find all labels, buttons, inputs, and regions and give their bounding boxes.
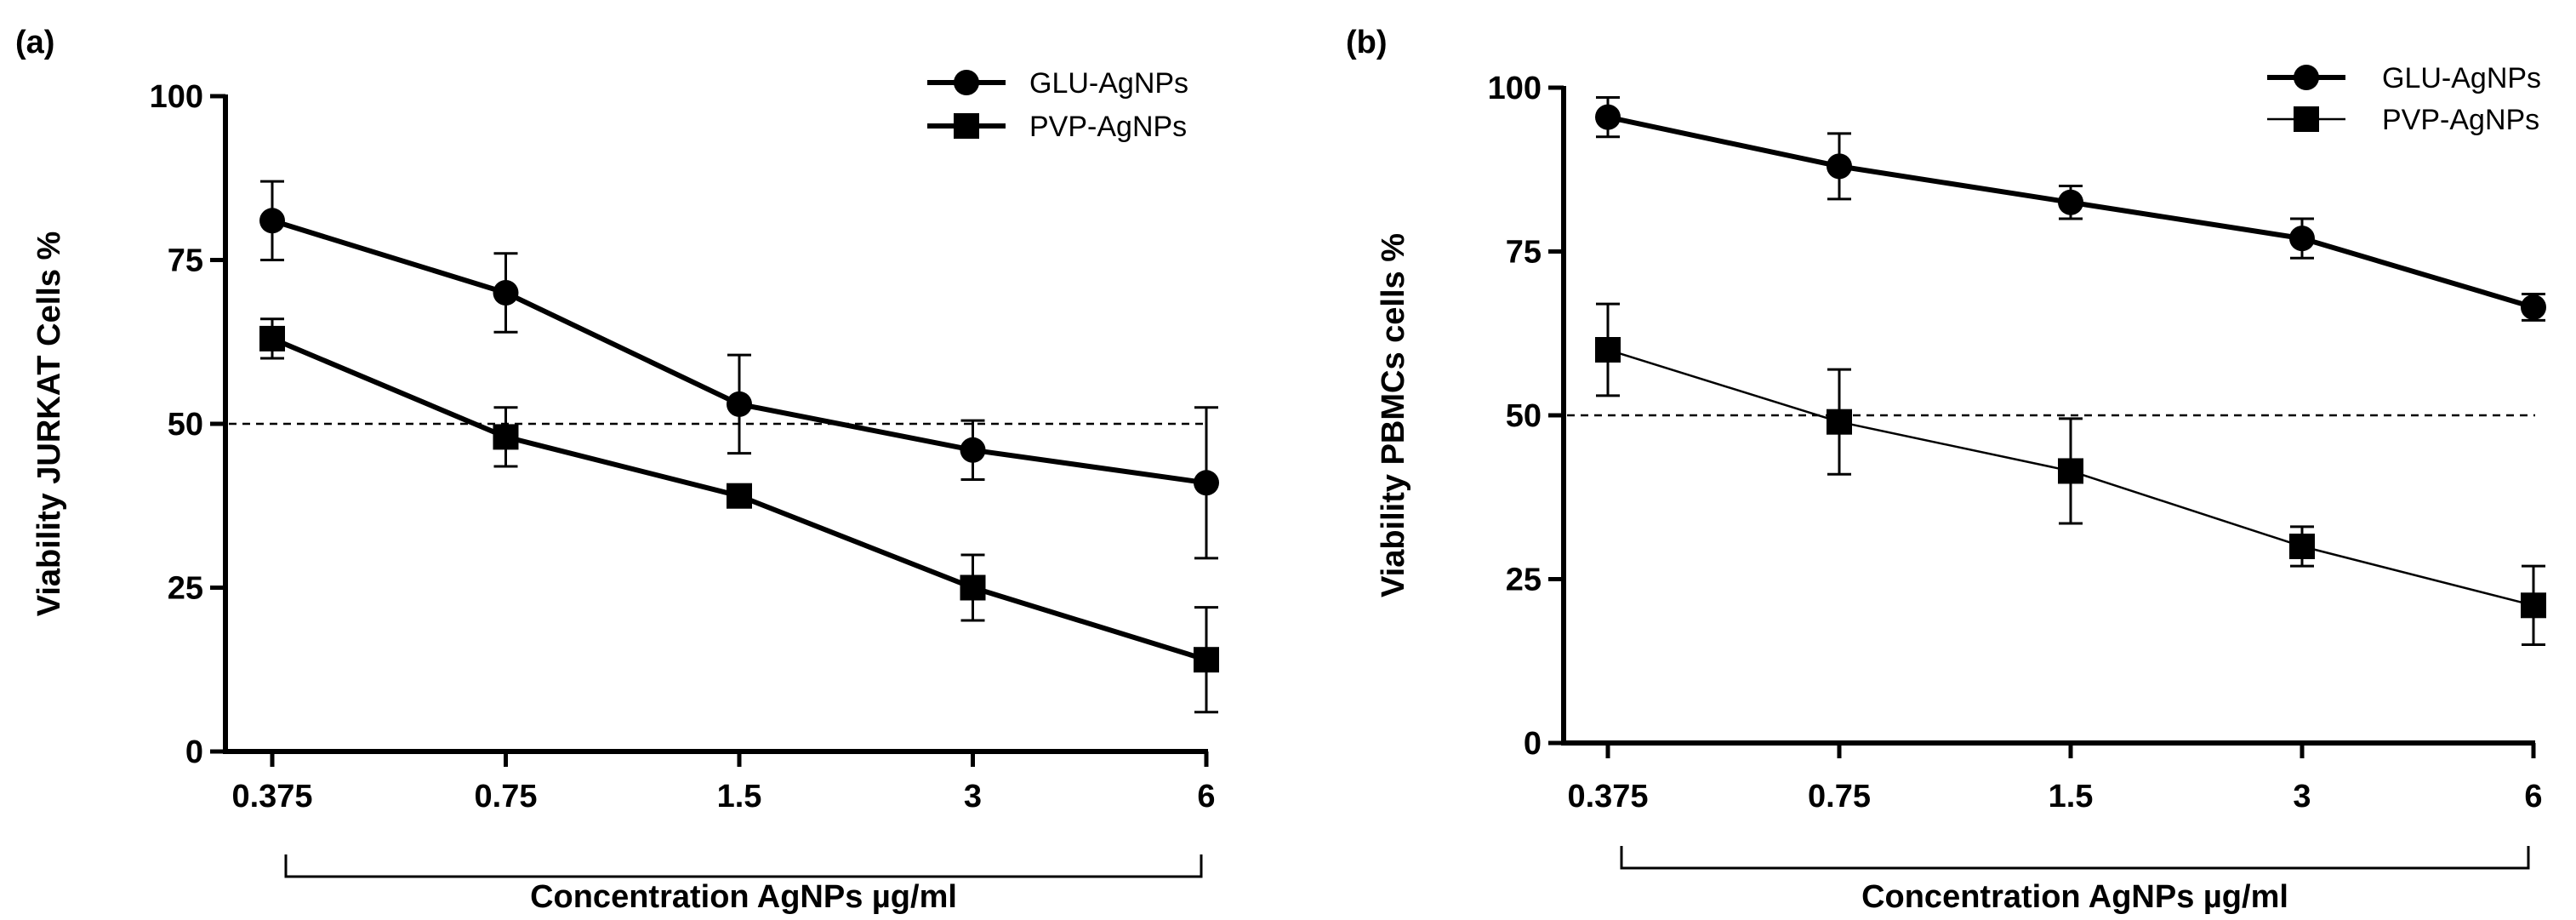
x-bracket [284,854,1203,878]
x-tick-label: 6 [1197,779,1215,814]
legend-label: GLU-AgNPs [2382,62,2541,94]
series-glu-agnps [259,180,1219,560]
data-point-circle [2521,294,2546,320]
y-tick-label: 25 [168,571,203,607]
data-point-circle [2289,226,2315,252]
series-pvp-agnps [259,317,1219,714]
y-tick-label: 75 [1506,235,1542,271]
data-point-circle [727,391,752,417]
x-axis-title: Concentration AgNPs µg/ml [1861,879,2288,915]
series-glu-agnps [1595,96,2546,322]
panel-label: (b) [1346,25,1388,60]
x-tick-label: 0.75 [475,779,538,814]
legend-marker-square [954,113,979,139]
data-point-circle [2058,189,2083,215]
legend-marker-square [2294,106,2319,132]
legend-entry-pvp-agnps: PVP-AgNPs [927,111,1187,143]
x-tick-label: 3 [2293,779,2311,814]
data-point-circle [1194,470,1219,496]
data-point-square [259,325,285,351]
series-pvp-agnps [1595,302,2546,646]
data-point-square [1595,337,1621,363]
data-point-circle [1827,153,1852,180]
legend-entry-glu-agnps: GLU-AgNPs [927,67,1188,100]
data-point-square [2058,458,2083,484]
data-point-circle [960,437,986,463]
x-tick-label: 0.75 [1808,779,1871,814]
x-tick-label: 0.375 [231,779,312,814]
legend-marker-circle [954,70,979,95]
data-point-square [960,574,986,601]
legend-entry-pvp-agnps: PVP-AgNPs [2267,104,2539,136]
data-point-circle [493,280,519,306]
data-point-square [1827,409,1852,435]
y-tick-label: 25 [1506,563,1542,598]
x-tick-label: 3 [964,779,982,814]
x-tick-label: 6 [2524,779,2542,814]
legend-marker-circle [2294,65,2319,90]
panel-label: (a) [15,25,54,60]
legend-label: PVP-AgNPs [2382,104,2539,136]
y-tick-label: 100 [1488,71,1542,106]
y-tick-label: 50 [168,407,203,443]
x-tick-label: 1.5 [717,779,762,814]
data-point-square [727,483,752,509]
legend-entry-glu-agnps: GLU-AgNPs [2267,62,2541,94]
data-point-square [1194,647,1219,673]
data-point-circle [1595,104,1621,130]
y-tick-label: 0 [185,734,203,770]
y-axis-title: Viability JURKAT Cells % [31,231,67,617]
x-tick-label: 0.375 [1567,779,1648,814]
legend-label: PVP-AgNPs [1029,111,1187,143]
x-tick-label: 1.5 [2049,779,2094,814]
x-axis-title: Concentration AgNPs µg/ml [530,879,957,915]
data-point-circle [259,208,285,234]
x-bracket [1620,846,2530,870]
data-point-square [2521,592,2546,619]
y-tick-label: 0 [1524,726,1542,762]
y-tick-label: 75 [168,243,203,279]
data-point-square [2289,534,2315,559]
chart-panel-b: (b) 0 25 50 75 100 0.375 0.75 1.5 3 6 Viability PBM… [1346,25,2546,915]
data-point-square [493,424,519,450]
y-tick-label: 50 [1506,398,1542,434]
legend-label: GLU-AgNPs [1029,67,1188,100]
y-axis-title: Viability PBMCs cells % [1376,233,1411,597]
y-tick-label: 100 [150,79,203,115]
chart-panel-a: (a) 0 25 50 75 100 0.375 0.75 1.5 3 6 Viability JUR… [15,25,1219,915]
